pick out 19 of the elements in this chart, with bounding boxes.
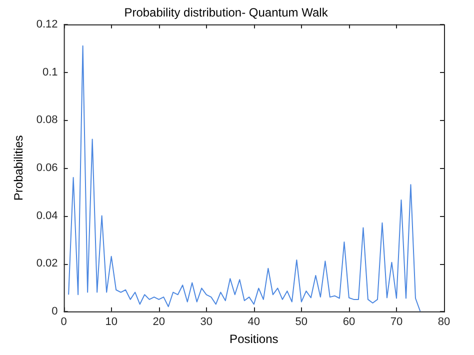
y-tick-label: 0 xyxy=(52,305,58,318)
x-tick-label: 60 xyxy=(342,316,356,328)
x-tick-label: 50 xyxy=(295,316,308,328)
y-tick-label: 0.12 xyxy=(36,18,58,30)
x-axis-title: Positions xyxy=(230,332,278,346)
y-axis-title: Probabilities xyxy=(12,135,26,201)
x-tick-label: 20 xyxy=(152,316,165,328)
y-tick-label: 0.1 xyxy=(42,66,58,78)
y-tick-label: 0.06 xyxy=(36,162,58,174)
y-tick-label: 0.04 xyxy=(36,210,58,222)
x-tick-label: 40 xyxy=(248,316,260,328)
chart-title: Probability distribution- Quantum Walk xyxy=(124,6,329,20)
x-tick-label: 30 xyxy=(200,316,213,328)
y-tick-label: 0.08 xyxy=(36,114,58,126)
x-tick-label: 80 xyxy=(438,316,450,328)
y-tick-label: 0.02 xyxy=(36,258,58,270)
x-tick-label: 70 xyxy=(390,316,403,328)
x-tick-label: 10 xyxy=(105,316,118,328)
x-tick-label: 0 xyxy=(60,316,67,328)
